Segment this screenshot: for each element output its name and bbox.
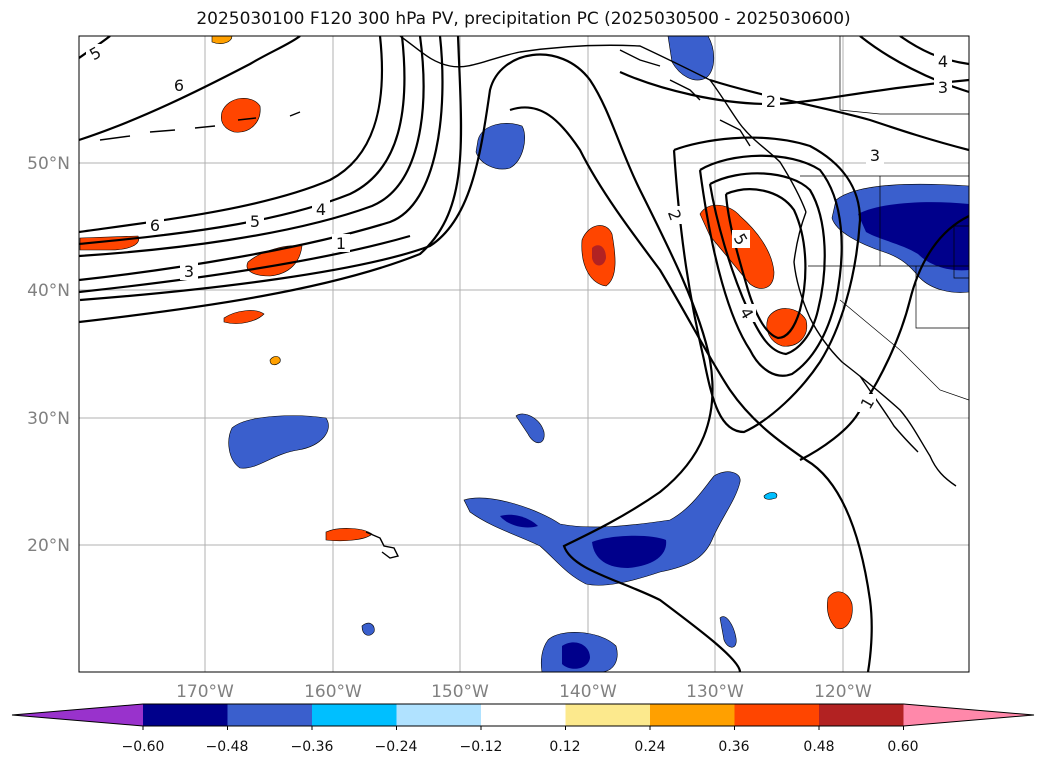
pos-area-central-core: [592, 245, 606, 266]
colorbar-segment: [396, 704, 482, 726]
neg-area-south-core: [562, 642, 590, 669]
map-area: 5 6 6 5 4 1 3 2 3 2 5 4 1 4: [79, 36, 969, 672]
pv-label: 1: [336, 234, 346, 253]
pv-contour-5: [79, 36, 406, 246]
lat-label: 30°N: [27, 409, 70, 429]
colorbar-tick-label: 0.36: [718, 739, 749, 755]
pv-label: 6: [174, 76, 184, 95]
pv-contour-1: [79, 36, 463, 324]
pv-label: 4: [938, 52, 948, 71]
colorbar-tick-label: 0.60: [887, 739, 918, 755]
coast-hawaii: [365, 531, 400, 559]
pv-label: 5: [250, 212, 260, 231]
neg-area-small-2: [719, 616, 737, 648]
colorbar-extend-max: [903, 704, 1034, 726]
pos-area-alaska-south: [221, 98, 261, 133]
neg-area-small-1: [515, 413, 545, 444]
colorbar-extend-min: [12, 704, 143, 726]
colorbar-segment: [312, 704, 397, 726]
neg-area-subtropical-core-b: [592, 535, 667, 568]
lon-label: 160°W: [304, 682, 362, 702]
colorbar-tick-label: −0.48: [206, 739, 249, 755]
colorbar-segment: [819, 704, 904, 726]
colorbar: [11, 703, 1035, 730]
lon-label: 130°W: [686, 682, 744, 702]
colorbar-segment: [143, 704, 228, 726]
colorbar-segment: [650, 704, 735, 726]
pv-contour-inner-4: [708, 172, 826, 356]
pv-contour-3-north: [709, 78, 969, 152]
lon-label: 120°W: [814, 682, 872, 702]
pos-area-small-a: [223, 310, 265, 324]
coast-west-us: [793, 211, 957, 487]
pv-contour-4-northeast: [899, 36, 969, 66]
coast-baja: [859, 375, 919, 453]
colorbar-tick-label: 0.48: [803, 739, 834, 755]
colorbar-tick-label: −0.12: [460, 739, 503, 755]
pv-contour-3-northeast: [859, 36, 969, 94]
neg-area-subtropical-core-a: [500, 514, 538, 528]
colorbar-tick-label: −0.60: [122, 739, 165, 755]
neg-area-subtropical-band: [463, 471, 741, 586]
lat-label: 40°N: [27, 281, 70, 301]
pos-area-california: [766, 308, 808, 347]
colorbar-ticks: −0.60 −0.48 −0.36 −0.24 −0.12 0.12 0.24 …: [122, 739, 919, 755]
colorbar-segment: [481, 704, 566, 726]
pos-area-southeast: [826, 591, 853, 630]
pv-label: 3: [184, 262, 194, 281]
pv-contour-6-top: [79, 36, 301, 142]
political-borders: [800, 36, 969, 401]
colorbar-tick-label: −0.36: [291, 739, 334, 755]
neg-area-central-pacific: [228, 415, 329, 469]
precip-negative-areas: [228, 36, 969, 672]
longitude-labels: 170°W 160°W 150°W 140°W 130°W 120°W: [176, 682, 872, 702]
pv-label: 6: [150, 216, 160, 235]
pv-contour-1-main: [79, 53, 742, 672]
colorbar-tick-label: 0.12: [549, 739, 580, 755]
pv-contour-2-main: [509, 106, 873, 672]
pv-contour-east-1: [799, 215, 969, 461]
coast-aleutians: [99, 111, 301, 141]
colorbar-segment: [227, 704, 313, 726]
lon-label: 170°W: [176, 682, 234, 702]
pv-contour-inner-5: [724, 188, 807, 340]
pv-label: 4: [316, 200, 326, 219]
pv-label: 3: [870, 146, 880, 165]
colorbar-segment: [734, 704, 820, 726]
map-frame: [78, 35, 970, 673]
pv-contour-labels: 5 6 6 5 4 1 3 2 3 2 5 4 1 4: [86, 43, 952, 412]
colorbar-segment: [565, 704, 651, 726]
neg-area-small-3: [361, 622, 375, 636]
neg-area-gulf-alaska: [475, 123, 525, 170]
neg-area-small-4: [763, 492, 778, 500]
pv-contour-4: [79, 36, 425, 258]
pv-label: 3: [938, 78, 948, 97]
pv-contour-2-west: [79, 234, 411, 294]
neg-area-pacific-nw-core: [858, 202, 969, 271]
pv-contour-ridge-loop: [672, 136, 862, 434]
pv-contour-inner-3: [698, 154, 843, 377]
lat-label: 50°N: [27, 154, 70, 174]
latitude-labels: 50°N 40°N 30°N 20°N: [27, 154, 70, 556]
pv-label: 2: [766, 92, 776, 111]
colorbar-tick-label: −0.24: [375, 739, 418, 755]
colorbar-tick-label: 0.24: [634, 739, 665, 755]
pos-area-small-b: [269, 356, 281, 366]
lat-label: 20°N: [27, 536, 70, 556]
pv-contour-3: [79, 36, 444, 282]
lon-label: 140°W: [559, 682, 617, 702]
lon-label: 150°W: [431, 682, 489, 702]
map-title: 2025030100 F120 300 hPa PV, precipitatio…: [196, 9, 851, 29]
